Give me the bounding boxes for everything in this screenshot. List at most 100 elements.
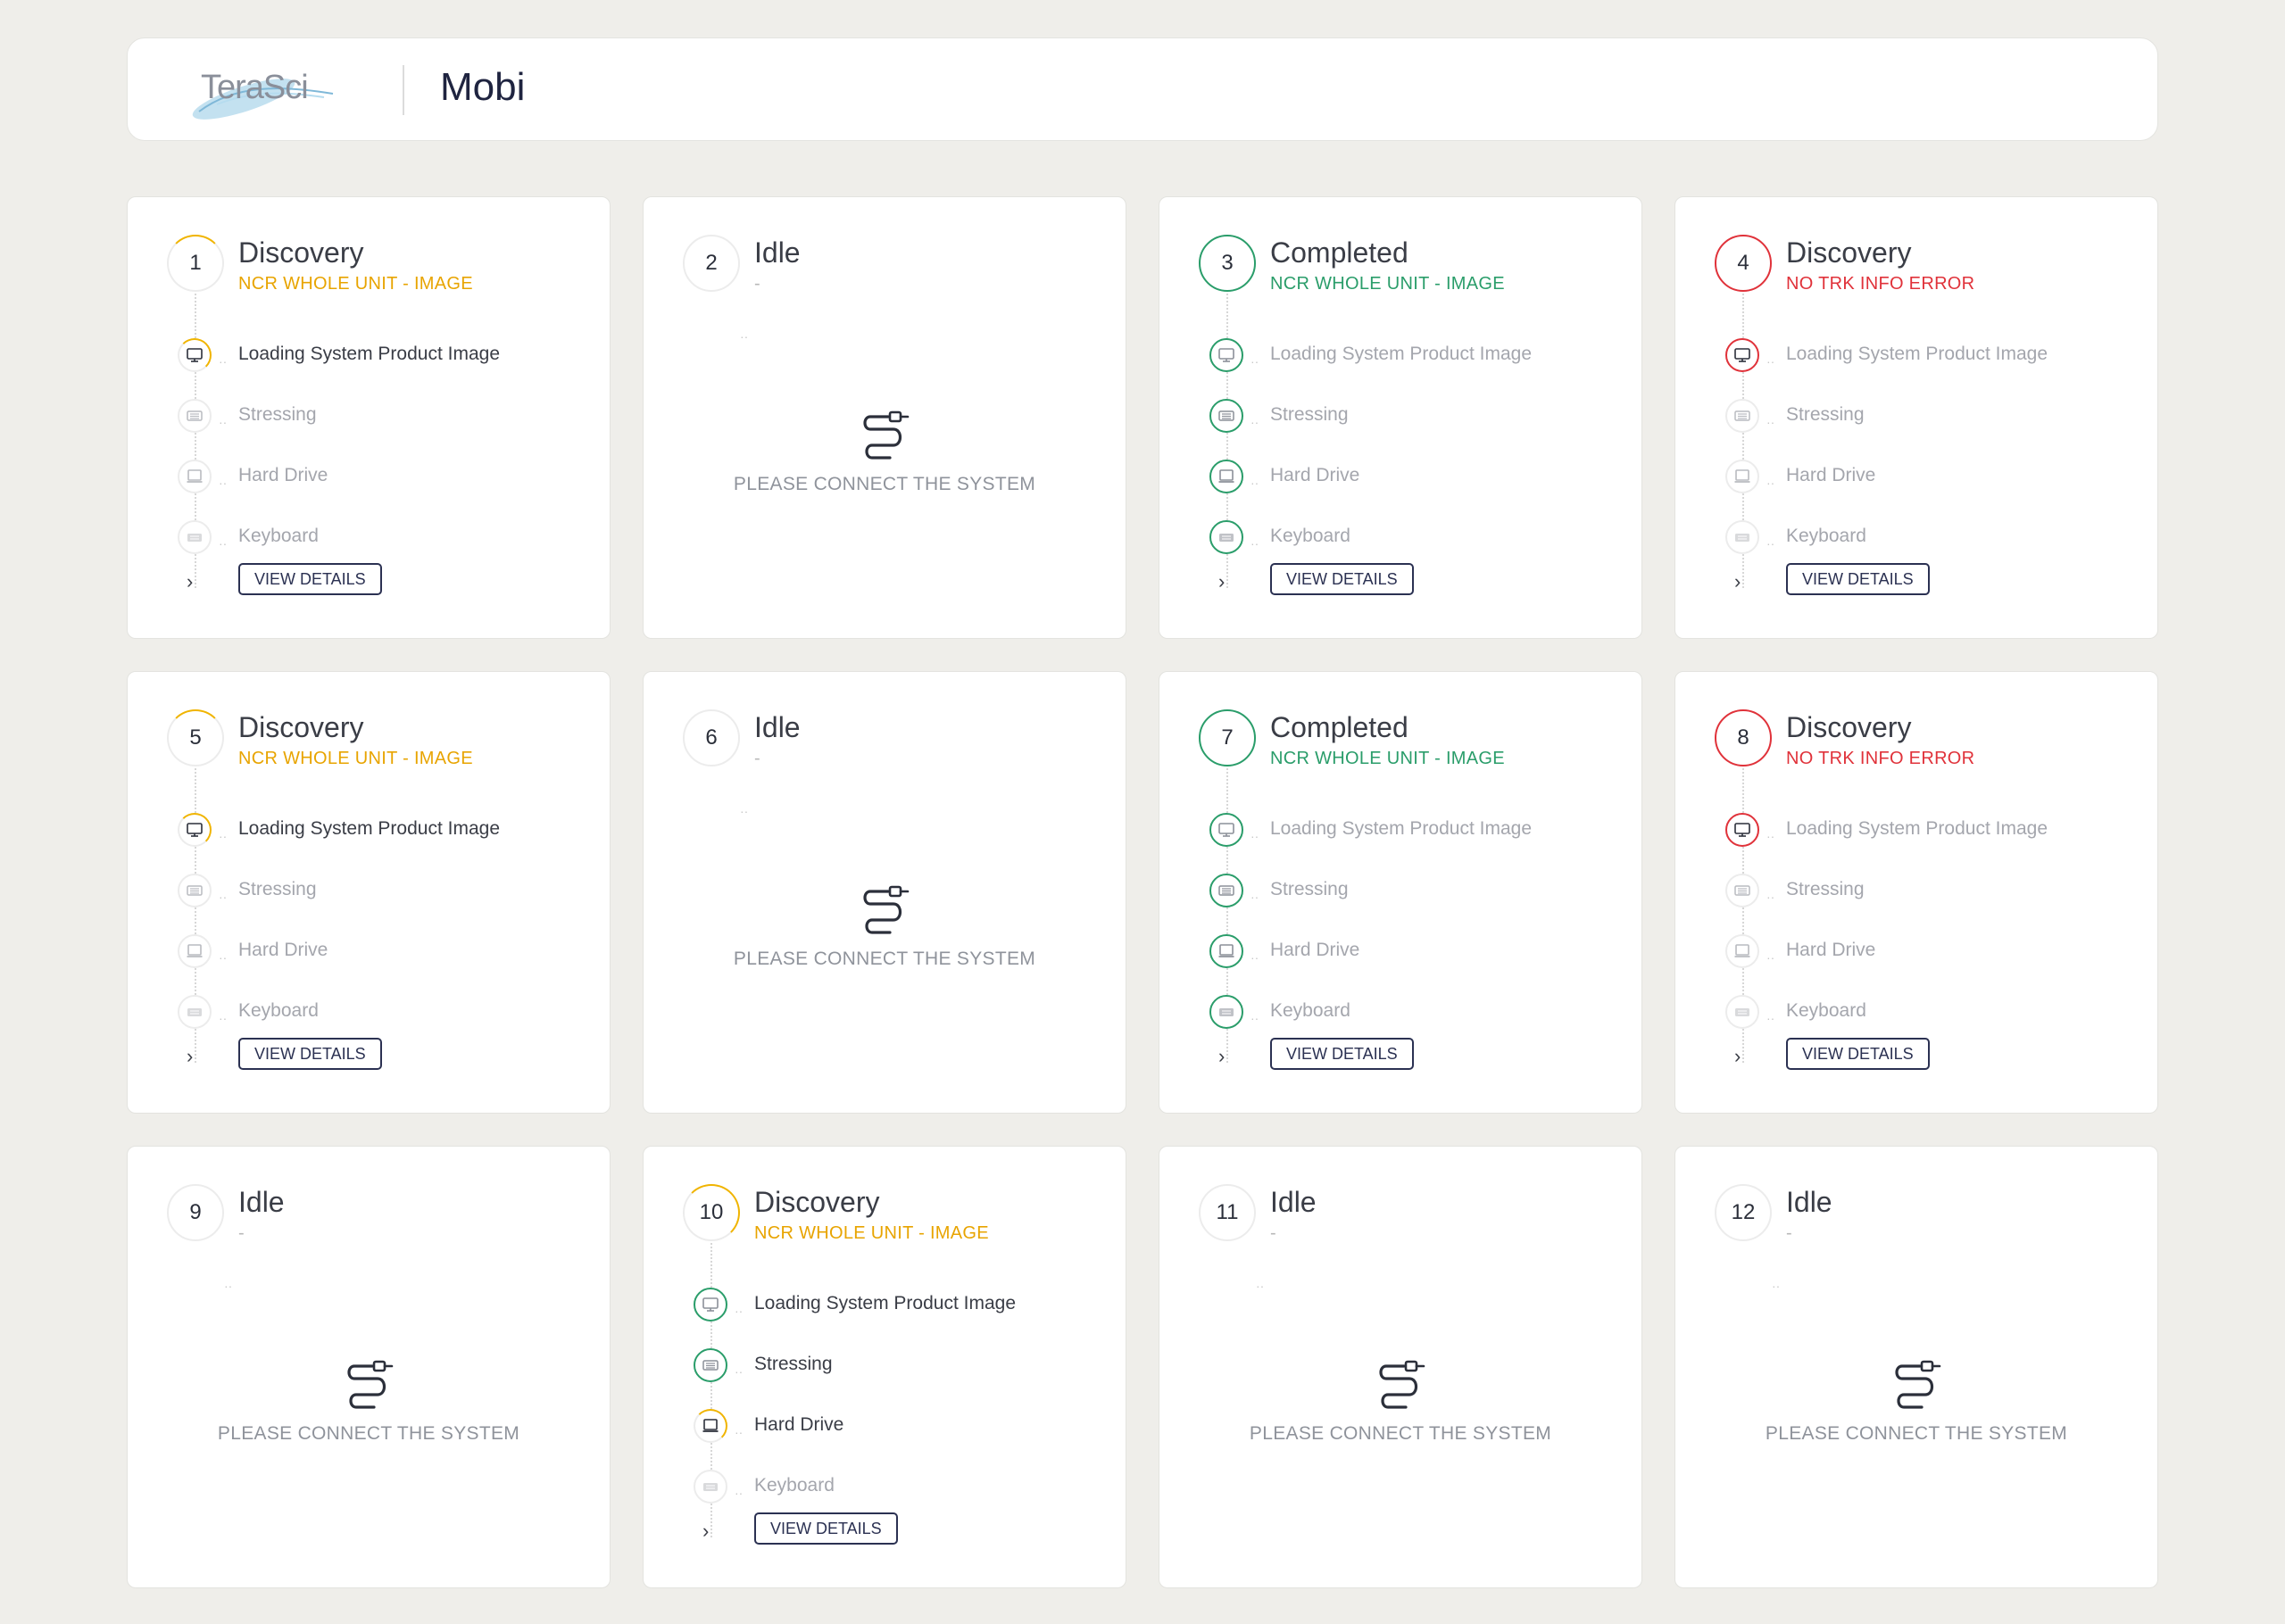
step-drive: ·· Hard Drive xyxy=(694,1409,1113,1445)
keyboard-icon xyxy=(1725,520,1759,554)
station-card-12[interactable]: 12 Idle - ·· PLEASE CONNECT THE SYSTEM xyxy=(1674,1146,2158,1588)
step-connector: ·· xyxy=(219,950,228,965)
terasci-logo[interactable] xyxy=(181,58,342,122)
step-drive: ·· Hard Drive xyxy=(1725,460,2145,495)
chevron-right-icon[interactable]: › xyxy=(1734,570,1741,592)
station-subtitle: NCR WHOLE UNIT - IMAGE xyxy=(1270,749,1505,768)
station-subtitle: NO TRK INFO ERROR xyxy=(1786,749,1975,768)
step-stress: ·· Stressing xyxy=(1725,874,2145,909)
station-status: Discovery xyxy=(1786,236,1912,269)
step-label: Hard Drive xyxy=(754,1414,844,1435)
timeline-line xyxy=(710,1243,712,1537)
header-divider xyxy=(403,65,404,115)
step-monitor: ·· Loading System Product Image xyxy=(1725,338,2145,374)
chevron-right-icon[interactable]: › xyxy=(702,1520,710,1542)
monitor-icon xyxy=(1725,813,1759,847)
chevron-right-icon[interactable]: › xyxy=(187,1045,194,1067)
station-card-3[interactable]: 3 Completed NCR WHOLE UNIT - IMAGE ·· Load… xyxy=(1159,196,1642,639)
station-card-4[interactable]: 4 Discovery NO TRK INFO ERROR ·· Loading S… xyxy=(1674,196,2158,639)
cable-plug-icon xyxy=(342,1359,395,1416)
station-card-1[interactable]: 1 Discovery NCR WHOLE UNIT - IMAGE ·· Load… xyxy=(127,196,611,639)
step-connector: ·· xyxy=(1766,536,1775,551)
cpu-icon xyxy=(1725,399,1759,433)
station-card-6[interactable]: 6 Idle - ·· PLEASE CONNECT THE SYSTEM xyxy=(643,671,1126,1114)
step-label: Hard Drive xyxy=(238,465,328,485)
logo-text: TeraSci xyxy=(201,69,309,106)
monitor-icon xyxy=(178,813,212,847)
station-subtitle: - xyxy=(1786,1223,1792,1243)
view-details-button[interactable]: VIEW DETAILS xyxy=(238,1038,382,1070)
step-connector: ·· xyxy=(219,1011,228,1025)
station-number: 5 xyxy=(167,709,224,766)
station-card-10[interactable]: 10 Discovery NCR WHOLE UNIT - IMAGE ·· Loa… xyxy=(643,1146,1126,1588)
step-connector: ·· xyxy=(1766,1011,1775,1025)
timeline-line xyxy=(195,294,196,588)
monitor-icon xyxy=(1209,338,1243,372)
timeline-dots: ·· xyxy=(740,804,749,818)
station-number: 2 xyxy=(683,235,740,292)
view-details-button[interactable]: VIEW DETAILS xyxy=(1786,563,1930,595)
chevron-right-icon[interactable]: › xyxy=(1218,570,1226,592)
timeline-line xyxy=(1742,294,1744,588)
step-connector: ·· xyxy=(219,536,228,551)
connect-message: PLEASE CONNECT THE SYSTEM xyxy=(1765,1423,2068,1444)
station-number: 6 xyxy=(683,709,740,766)
laptop-icon xyxy=(1209,460,1243,493)
step-label: Hard Drive xyxy=(1270,940,1360,960)
step-keyboard: ·· Keyboard xyxy=(1209,520,1629,556)
view-details-button[interactable]: VIEW DETAILS xyxy=(1786,1038,1930,1070)
step-keyboard: ·· Keyboard xyxy=(1209,995,1629,1031)
station-number: 10 xyxy=(683,1184,740,1241)
timeline-dots: ·· xyxy=(740,329,749,344)
step-connector: ·· xyxy=(1251,1011,1259,1025)
view-details-button[interactable]: VIEW DETAILS xyxy=(1270,1038,1414,1070)
station-status: Idle xyxy=(238,1186,285,1218)
station-card-9[interactable]: 9 Idle - ·· PLEASE CONNECT THE SYSTEM xyxy=(127,1146,611,1588)
station-card-11[interactable]: 11 Idle - ·· PLEASE CONNECT THE SYSTEM xyxy=(1159,1146,1642,1588)
station-number: 3 xyxy=(1199,235,1256,292)
step-connector: ·· xyxy=(1766,890,1775,904)
step-connector: ·· xyxy=(735,1425,744,1439)
view-details-button[interactable]: VIEW DETAILS xyxy=(238,563,382,595)
step-connector: ·· xyxy=(219,476,228,490)
step-stress: ·· Stressing xyxy=(1209,874,1629,909)
cpu-icon xyxy=(178,399,212,433)
step-connector: ·· xyxy=(1251,890,1259,904)
station-subtitle: NCR WHOLE UNIT - IMAGE xyxy=(238,749,473,768)
station-status: Discovery xyxy=(238,236,364,269)
station-status: Completed xyxy=(1270,236,1408,269)
station-subtitle: - xyxy=(238,1223,245,1243)
station-subtitle: NCR WHOLE UNIT - IMAGE xyxy=(238,274,473,294)
step-connector: ·· xyxy=(1251,829,1259,843)
step-connector: ·· xyxy=(1766,415,1775,429)
view-details-button[interactable]: VIEW DETAILS xyxy=(1270,563,1414,595)
cpu-icon xyxy=(1725,874,1759,907)
chevron-right-icon[interactable]: › xyxy=(1218,1045,1226,1067)
step-connector: ·· xyxy=(735,1304,744,1318)
connect-message: PLEASE CONNECT THE SYSTEM xyxy=(217,1423,520,1444)
step-monitor: ·· Loading System Product Image xyxy=(694,1288,1113,1323)
station-card-2[interactable]: 2 Idle - ·· PLEASE CONNECT THE SYSTEM xyxy=(643,196,1126,639)
station-subtitle: NCR WHOLE UNIT - IMAGE xyxy=(754,1223,989,1243)
page-title: Mobi xyxy=(440,65,526,109)
station-card-7[interactable]: 7 Completed NCR WHOLE UNIT - IMAGE ·· Load… xyxy=(1159,671,1642,1114)
chevron-right-icon[interactable]: › xyxy=(1734,1045,1741,1067)
cable-plug-icon xyxy=(858,410,911,467)
station-subtitle: - xyxy=(754,274,760,294)
station-number: 1 xyxy=(167,235,224,292)
station-card-5[interactable]: 5 Discovery NCR WHOLE UNIT - IMAGE ·· Load… xyxy=(127,671,611,1114)
step-label: Stressing xyxy=(1270,879,1349,899)
timeline-line xyxy=(1226,294,1228,588)
station-status: Discovery xyxy=(238,711,364,743)
timeline-dots: ·· xyxy=(1256,1279,1265,1293)
step-connector: ·· xyxy=(1766,950,1775,965)
step-connector: ·· xyxy=(1251,415,1259,429)
chevron-right-icon[interactable]: › xyxy=(187,570,194,592)
step-connector: ·· xyxy=(219,415,228,429)
station-card-8[interactable]: 8 Discovery NO TRK INFO ERROR ·· Loading S… xyxy=(1674,671,2158,1114)
step-label: Keyboard xyxy=(1270,1000,1350,1021)
station-number: 11 xyxy=(1199,1184,1256,1241)
step-drive: ·· Hard Drive xyxy=(1209,934,1629,970)
view-details-button[interactable]: VIEW DETAILS xyxy=(754,1512,898,1545)
step-label: Keyboard xyxy=(238,1000,319,1021)
